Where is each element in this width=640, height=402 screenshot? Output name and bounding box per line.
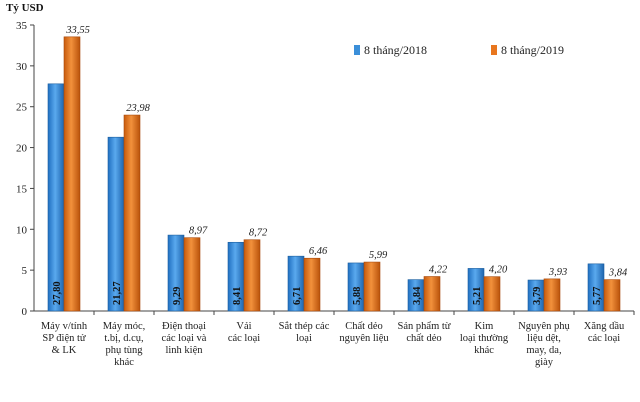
data-label-2019: 6,46 (309, 246, 328, 257)
data-label-2018: 9,29 (172, 287, 183, 305)
bar-2019 (123, 114, 141, 312)
x-tick-label: Chất dẻo nguyên liệu (339, 321, 389, 344)
y-tick-label: 10 (16, 224, 28, 236)
bars: 27,80 33,55 21,27 23,98 9,29 8,97 8,41 8,72 6,71… (47, 25, 628, 312)
data-label-2019: 3,93 (548, 267, 567, 278)
bar-2019 (363, 261, 381, 312)
data-label-2019: 8,97 (189, 226, 208, 237)
bar-2019 (603, 279, 621, 312)
data-label-2018: 5,77 (592, 287, 603, 305)
legend-label: 8 tháng/2019 (501, 43, 564, 57)
data-label-2019: 4,22 (429, 265, 448, 276)
x-tick-label: Máy móc, t.bị, d.cụ, phụ tùng khác (103, 321, 146, 368)
y-tick-label: 20 (16, 143, 28, 155)
x-tick-label: Điện thoại các loại và linh kiện (162, 321, 207, 356)
bar-2019 (483, 276, 501, 312)
bar-2019 (423, 276, 441, 312)
bar-2019 (63, 36, 81, 312)
x-tick-label: Kim loại thường khác (460, 321, 509, 356)
bar-2019 (243, 239, 261, 312)
data-label-2018: 3,84 (412, 286, 423, 305)
data-label-2019: 5,99 (369, 250, 388, 261)
x-tick-label: Sản phẩm từ chất dẻo (398, 321, 451, 344)
legend: 8 tháng/2018 8 tháng/2019 (354, 43, 564, 57)
legend-swatch (491, 45, 497, 55)
bar-2019 (183, 237, 201, 312)
x-tick-label: Sắt thép các loại (279, 321, 330, 344)
data-label-2018: 3,79 (532, 287, 543, 305)
y-tick-label: 30 (16, 61, 28, 73)
data-label-2019: 33,55 (65, 25, 90, 36)
data-label-2019: 4,20 (489, 265, 508, 276)
y-tick-label: 5 (22, 265, 28, 277)
data-label-2018: 5,21 (472, 287, 483, 305)
x-tick-label: Vải các loại (228, 321, 260, 344)
bar-2019 (303, 257, 321, 312)
bar-2018 (47, 83, 65, 312)
x-tick-label: Nguyên phụ liệu dệt, may, da, giày (518, 321, 570, 368)
data-label-2019: 23,98 (126, 103, 150, 114)
data-label-2018: 21,27 (112, 281, 123, 305)
data-label-2019: 8,72 (249, 228, 268, 239)
data-label-2019: 3,84 (608, 268, 628, 279)
data-label-2018: 8,41 (232, 287, 243, 305)
y-tick-label: 25 (16, 102, 28, 114)
y-ticks: 0 5 10 15 20 25 30 35 (16, 20, 34, 318)
data-label-2018: 27,80 (52, 281, 63, 305)
legend-label: 8 tháng/2018 (364, 43, 427, 57)
x-tick-label: Máy v/tính SP điện tử & LK (41, 321, 88, 356)
category-labels: Máy v/tính SP điện tử & LK Máy móc, t.bị, d.… (41, 311, 635, 368)
bar-2019 (543, 278, 561, 312)
y-axis-label: Tỷ USD (6, 2, 44, 14)
data-label-2018: 6,71 (292, 287, 303, 305)
x-tick-label: Xăng dầu các loại (584, 321, 625, 344)
legend-swatch (354, 45, 360, 55)
y-tick-label: 0 (22, 306, 28, 318)
data-label-2018: 5,88 (352, 287, 363, 305)
y-tick-label: 15 (16, 183, 28, 195)
y-tick-label: 35 (16, 20, 28, 32)
